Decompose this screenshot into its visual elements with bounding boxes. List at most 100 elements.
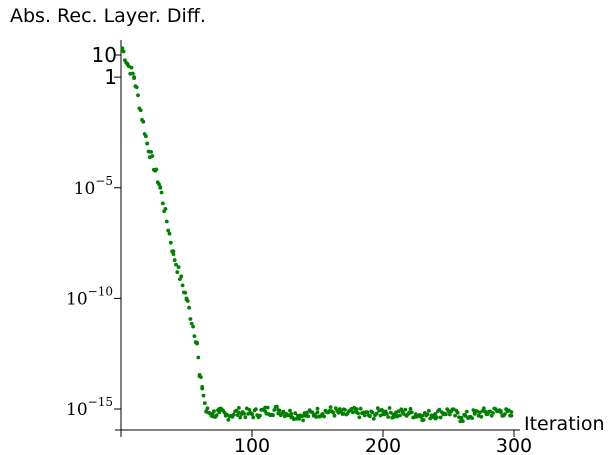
data-point xyxy=(130,71,135,76)
data-point xyxy=(408,406,413,411)
data-point xyxy=(281,409,286,414)
data-point xyxy=(121,49,126,54)
data-point xyxy=(371,416,376,421)
data-point xyxy=(179,274,184,279)
data-point xyxy=(509,413,514,418)
axes xyxy=(115,40,520,431)
data-point xyxy=(237,410,241,415)
data-point xyxy=(144,134,148,139)
data-point xyxy=(433,412,438,416)
data-point xyxy=(328,409,333,413)
x-tick-label: 200 xyxy=(365,435,401,455)
data-point xyxy=(446,409,451,413)
x-tick-label: 300 xyxy=(496,435,532,455)
data-point xyxy=(421,418,426,422)
data-point xyxy=(258,413,262,418)
data-point xyxy=(265,405,270,410)
data-point xyxy=(297,417,302,421)
data-point xyxy=(196,355,201,360)
x-tick-label: 100 xyxy=(234,435,270,455)
y-tick-label: 10 xyxy=(92,43,117,67)
data-point xyxy=(302,413,307,418)
data-point xyxy=(472,412,477,416)
x-axis-label: Iteration xyxy=(524,413,605,435)
data-point xyxy=(394,412,398,416)
data-point xyxy=(381,409,385,413)
data-point xyxy=(354,410,359,415)
data-point xyxy=(189,321,194,326)
data-point xyxy=(438,415,443,420)
data-point xyxy=(197,374,202,379)
data-point xyxy=(368,413,372,418)
y-tick-label: 10−10 xyxy=(66,284,113,309)
data-point xyxy=(288,408,292,413)
data-point xyxy=(341,412,346,416)
data-point xyxy=(180,283,185,288)
data-point xyxy=(251,415,256,420)
data-point xyxy=(310,410,315,415)
y-ticks: 101 10−5 10−10 10−15 xyxy=(66,43,121,420)
data-point xyxy=(163,207,168,211)
data-point xyxy=(243,415,248,420)
data-point xyxy=(315,406,320,411)
data-point xyxy=(132,75,137,79)
data-point xyxy=(387,406,392,410)
data-point xyxy=(175,270,180,274)
data-point xyxy=(358,406,363,411)
data-point xyxy=(125,61,130,66)
data-point xyxy=(385,411,389,416)
data-point xyxy=(306,414,311,419)
data-point xyxy=(145,141,150,146)
data-point xyxy=(398,413,402,418)
data-point xyxy=(399,407,404,412)
data-point xyxy=(328,405,333,409)
data-point xyxy=(455,410,460,415)
data-point xyxy=(159,190,164,195)
data-point xyxy=(374,411,379,416)
data-point xyxy=(354,407,359,411)
data-point xyxy=(272,408,277,412)
data-point xyxy=(479,414,484,419)
data-point xyxy=(237,406,241,410)
data-point xyxy=(157,182,161,187)
data-point xyxy=(247,408,252,412)
data-point xyxy=(315,410,320,415)
data-point xyxy=(332,413,337,418)
data-point xyxy=(149,150,154,154)
data-point xyxy=(275,404,279,409)
data-point xyxy=(166,228,171,233)
data-point xyxy=(164,219,169,224)
data-point xyxy=(499,409,503,413)
data-point xyxy=(187,305,192,310)
y-tick-label: 1 xyxy=(104,65,117,89)
data-point xyxy=(254,407,258,411)
data-point xyxy=(293,411,298,416)
data-point xyxy=(188,317,193,321)
data-point xyxy=(171,249,176,254)
data-point xyxy=(202,401,207,405)
data-point xyxy=(223,413,228,418)
data-point xyxy=(214,413,219,418)
data-point xyxy=(509,410,514,414)
data-point xyxy=(276,408,281,412)
data-point xyxy=(191,324,196,329)
data-point xyxy=(201,393,206,398)
data-point xyxy=(250,412,254,416)
data-point xyxy=(192,334,197,338)
data-point xyxy=(172,258,177,263)
data-point xyxy=(138,108,143,113)
data-point xyxy=(136,93,140,98)
data-point xyxy=(184,296,189,301)
data-point xyxy=(305,410,309,415)
data-point xyxy=(263,409,267,413)
data-point xyxy=(204,409,209,413)
data-point xyxy=(434,415,439,420)
data-point xyxy=(502,412,507,416)
data-point xyxy=(365,410,370,415)
data-point xyxy=(161,201,165,206)
data-point xyxy=(403,407,408,412)
data-point xyxy=(217,410,222,415)
data-point xyxy=(459,415,464,420)
data-point xyxy=(407,410,412,415)
